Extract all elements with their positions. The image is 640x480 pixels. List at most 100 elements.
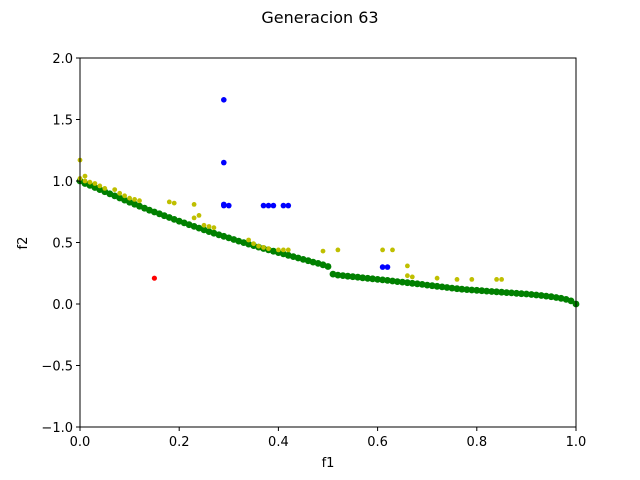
series-0-point (349, 273, 357, 281)
series-0-point (508, 289, 515, 297)
series-0-point (433, 282, 441, 290)
series-2-point (265, 202, 272, 209)
series-0-point (567, 297, 575, 305)
series-1-point (320, 248, 326, 254)
chart-title: Generacion 63 (261, 8, 378, 27)
series-0-point (443, 284, 451, 291)
series-1-point (82, 178, 88, 184)
series-1-point (112, 187, 118, 193)
series-2-point (384, 264, 391, 270)
series-0-point (503, 289, 510, 296)
series-0-point (528, 291, 535, 298)
series-0-point (523, 290, 530, 298)
series-1-point (196, 213, 202, 218)
series-1-point (261, 245, 266, 250)
series-1-point (87, 179, 93, 185)
series-1-point (380, 247, 385, 253)
series-0-point (369, 275, 376, 283)
series-1-point (285, 247, 291, 253)
series-2-point (270, 202, 277, 209)
series-0-point (334, 271, 342, 279)
series-1-point (251, 241, 256, 247)
y-tick-label: 1.0 (52, 175, 73, 190)
x-axis-label: f1 (322, 456, 335, 471)
series-0-point (359, 274, 367, 282)
series-1-point (211, 225, 217, 231)
series-1-point (266, 246, 271, 252)
series-0-point (364, 274, 372, 282)
series-0-point (468, 286, 476, 294)
series-0-point (324, 263, 332, 270)
x-tick-label: 1.0 (566, 435, 587, 450)
series-0-point (518, 290, 525, 298)
series-0-point (547, 293, 555, 301)
y-tick-label: 0.5 (52, 237, 73, 252)
series-1-point (201, 222, 207, 228)
series-1-point (454, 277, 460, 282)
series-1-point (171, 200, 177, 206)
series-3-point (151, 275, 157, 281)
series-1-point (256, 243, 261, 249)
series-1-point (434, 275, 440, 281)
series-0-point (458, 285, 466, 293)
x-tick-label: 0.4 (268, 435, 289, 450)
series-1-point (390, 247, 395, 253)
series-1-point (92, 181, 98, 186)
series-2-point (226, 202, 232, 209)
series-0-point (478, 287, 486, 295)
series-0-point (408, 279, 416, 287)
series-0-point (488, 288, 496, 295)
series-1-point (246, 237, 252, 243)
series-2-point (221, 159, 227, 166)
series-1-point (206, 224, 212, 229)
series-1-point (132, 197, 138, 202)
series-0-point (448, 284, 456, 292)
series-0-point (493, 288, 500, 296)
series-0-point (513, 289, 520, 297)
y-tick-label: −0.5 (41, 360, 73, 375)
series-1-point (191, 202, 197, 207)
series-0-point (532, 291, 540, 299)
series-0-point (473, 286, 481, 294)
series-1-point (405, 263, 410, 269)
x-tick-label: 0.2 (169, 435, 190, 450)
series-2-point (221, 97, 227, 103)
x-tick-label: 0.6 (367, 435, 388, 450)
y-tick-label: 2.0 (52, 52, 73, 67)
data-points (76, 97, 580, 308)
series-2-point (221, 202, 227, 209)
series-1-point (127, 195, 132, 201)
series-0-point (374, 276, 381, 283)
series-1-point (97, 183, 103, 189)
series-0-point (418, 281, 426, 288)
series-2-point (285, 202, 292, 209)
series-1-point (405, 273, 410, 279)
series-0-point (384, 277, 391, 284)
series-0-point (463, 286, 471, 293)
y-tick-label: 1.5 (52, 114, 73, 129)
series-2-point (280, 202, 287, 209)
series-0-point (542, 292, 550, 300)
x-tick-label: 0.0 (70, 435, 91, 450)
series-1-point (122, 193, 127, 199)
series-0-point (394, 278, 401, 285)
y-tick-label: −1.0 (41, 421, 73, 436)
series-0-point (379, 276, 386, 284)
series-0-point (423, 281, 431, 289)
series-1-point (494, 277, 499, 282)
series-1-point (409, 274, 415, 280)
series-1-point (469, 277, 475, 282)
series-1-point (166, 199, 172, 205)
series-0-point (399, 278, 406, 286)
y-axis-label: f2 (16, 237, 31, 250)
x-axis-ticks: 0.0 0.2 0.4 0.6 0.8 1.0 (70, 427, 587, 450)
y-tick-label: 0.0 (52, 298, 73, 313)
series-0-point (483, 287, 491, 295)
series-1-point (335, 247, 341, 253)
plot-area (80, 58, 576, 427)
x-tick-label: 0.8 (466, 435, 487, 450)
series-1-point (117, 190, 123, 196)
series-1-point (281, 247, 286, 253)
series-1-point (276, 247, 281, 253)
